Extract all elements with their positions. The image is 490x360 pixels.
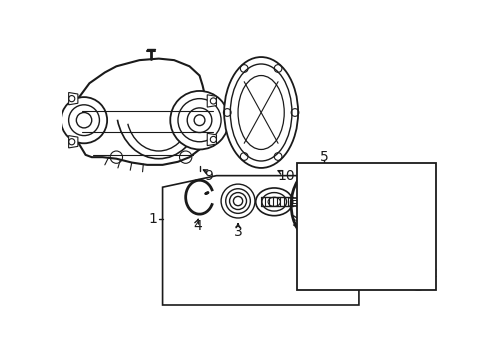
Polygon shape: [332, 194, 355, 210]
Polygon shape: [74, 59, 213, 165]
Text: 6: 6: [393, 171, 402, 185]
Polygon shape: [69, 93, 78, 105]
Polygon shape: [207, 95, 217, 107]
Text: 1: 1: [149, 212, 158, 226]
Circle shape: [61, 97, 107, 143]
Circle shape: [401, 256, 435, 289]
Bar: [297, 163, 436, 289]
Ellipse shape: [408, 242, 429, 257]
Text: 8: 8: [298, 181, 307, 195]
Polygon shape: [340, 248, 363, 270]
Text: 7: 7: [416, 230, 425, 244]
Text: 5: 5: [320, 150, 329, 164]
Circle shape: [171, 91, 229, 149]
Polygon shape: [207, 133, 217, 145]
Text: 9: 9: [204, 168, 213, 183]
Text: 2: 2: [429, 266, 438, 280]
Text: 3: 3: [234, 225, 243, 239]
Text: 4: 4: [193, 219, 201, 233]
Polygon shape: [69, 136, 78, 148]
Ellipse shape: [224, 57, 298, 168]
Text: 10: 10: [277, 168, 294, 183]
